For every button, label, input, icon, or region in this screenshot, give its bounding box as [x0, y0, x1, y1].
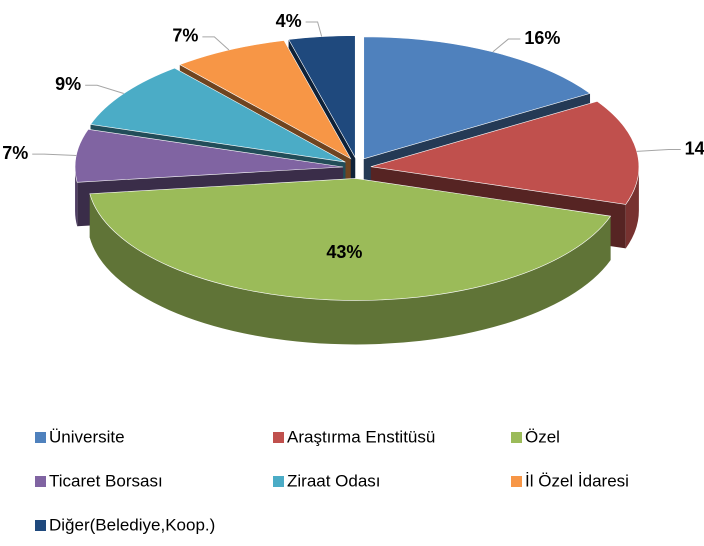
leader-line — [305, 21, 323, 37]
legend-label: Özel — [525, 427, 560, 446]
data-label: 14% — [685, 138, 704, 158]
slice — [363, 36, 591, 160]
legend-swatch — [35, 520, 46, 531]
data-label: 43% — [326, 242, 362, 262]
slice — [370, 100, 640, 205]
legend-swatch — [273, 476, 284, 487]
legend-swatch — [273, 432, 284, 443]
data-label: 9% — [55, 74, 81, 94]
leader-line — [492, 38, 521, 53]
legend-label: Ziraat Odası — [287, 471, 381, 490]
legend-swatch — [511, 476, 522, 487]
slice — [89, 178, 612, 301]
legend-label: Araştırma Enstitüsü — [287, 427, 435, 446]
leader-line — [85, 84, 124, 95]
slice — [179, 40, 352, 160]
leader-line — [636, 149, 681, 152]
legend-label: Ticaret Borsası — [49, 471, 163, 490]
legend-label: İl Özel İdaresi — [525, 471, 629, 490]
data-label: 4% — [276, 11, 302, 31]
data-label: 7% — [172, 26, 198, 46]
leader-line — [32, 153, 77, 157]
slice-wall — [625, 166, 639, 249]
legend-swatch — [35, 432, 46, 443]
slice — [288, 35, 356, 159]
slice-group — [89, 178, 612, 345]
slice-wall — [89, 193, 611, 345]
leader-line — [202, 36, 230, 51]
legend-swatch — [511, 432, 522, 443]
data-label: 7% — [2, 143, 28, 163]
slice-wall — [75, 167, 78, 227]
legend-label: Üniversite — [49, 427, 125, 446]
data-label: 16% — [524, 28, 560, 48]
legend-label: Diğer(Belediye,Koop.) — [49, 515, 215, 534]
legend-swatch — [35, 476, 46, 487]
slice — [74, 128, 344, 183]
